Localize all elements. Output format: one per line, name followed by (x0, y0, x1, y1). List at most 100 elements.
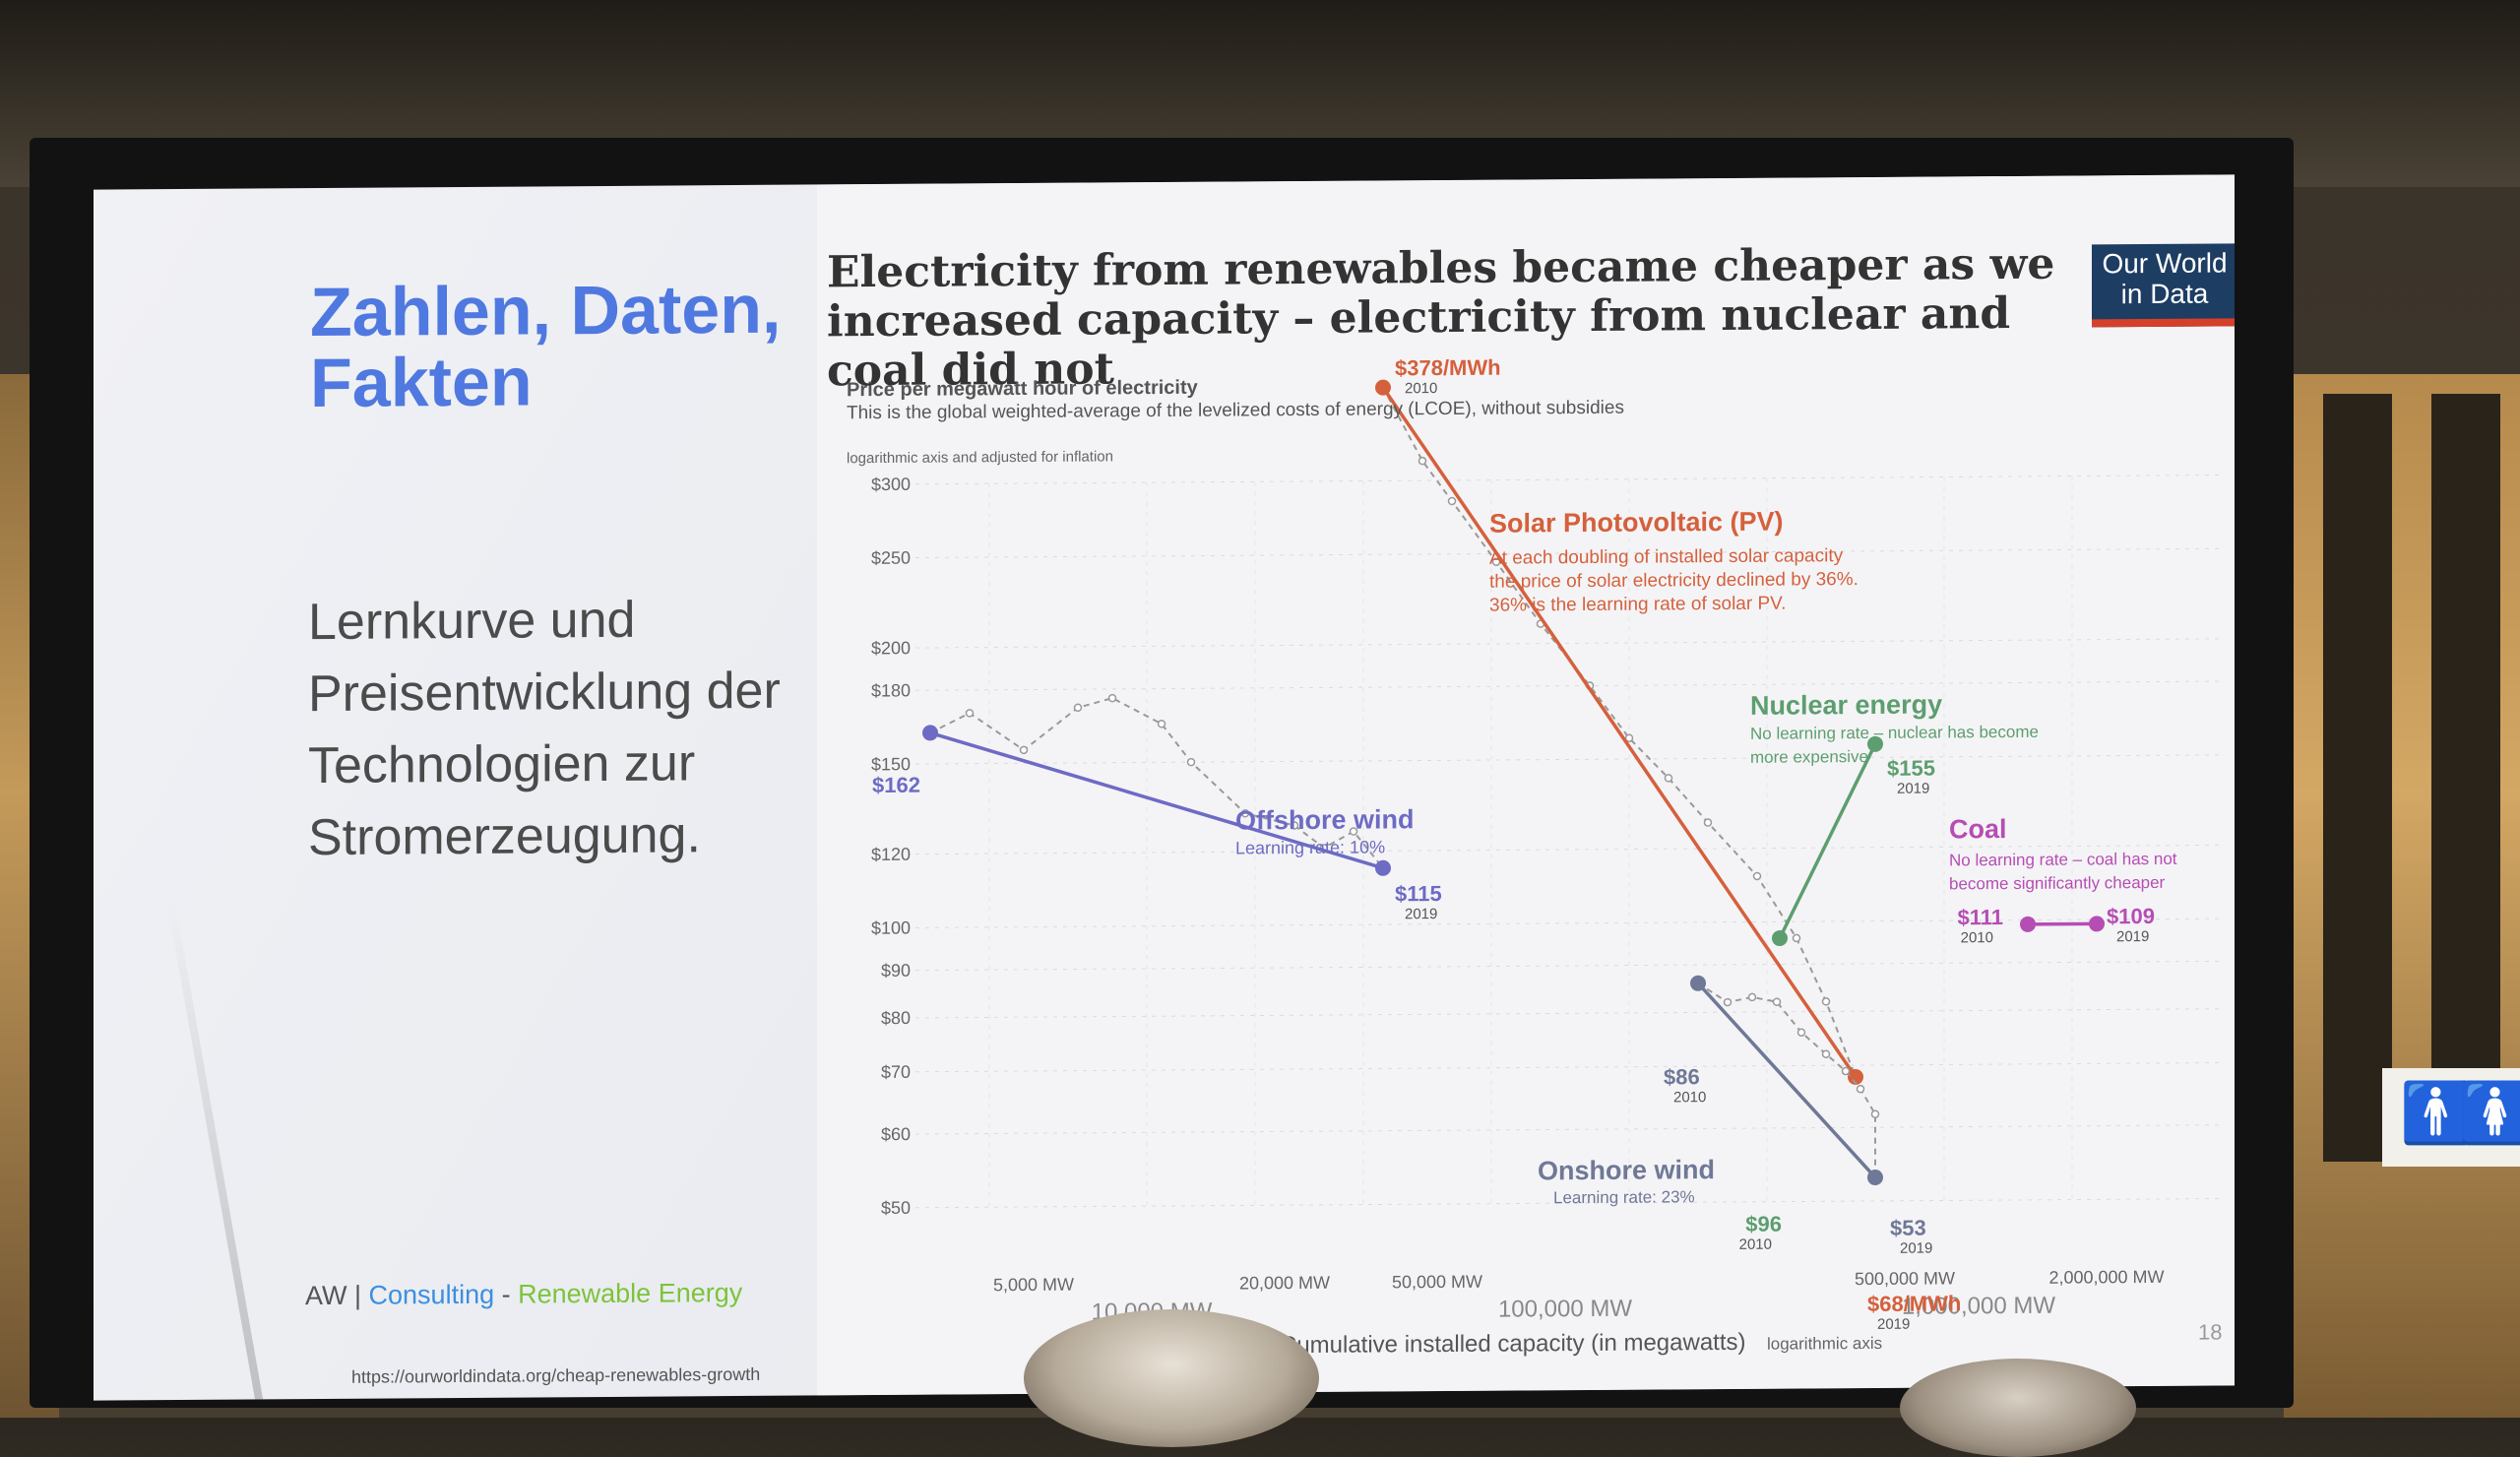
series-end-point (2089, 916, 2105, 931)
series-name: Solar Photovoltaic (PV) (1489, 507, 1784, 538)
series-data-point (1075, 704, 1082, 711)
series-end-label: $115 (1395, 881, 1442, 906)
series-start-point (1690, 976, 1706, 991)
series-data-point (1666, 775, 1672, 782)
series-data-point (1021, 746, 1028, 753)
series-data-point (1188, 759, 1195, 766)
y-tick-label: $250 (871, 548, 911, 568)
series-data-point (1754, 872, 1761, 879)
y-gridline (915, 1009, 2225, 1018)
audience-head (1024, 1309, 1319, 1447)
chart-svg: $300 $250 $200 $180 $150 $120 $100 $90 $80 $70 $60… (94, 174, 2235, 1400)
series-name: Nuclear energy (1750, 689, 1942, 720)
x-tick-label: 50,000 MW (1392, 1272, 1482, 1293)
series-start-label: $111 (1957, 905, 2003, 929)
series-data-point (1749, 993, 1756, 1000)
series-end-label: $68/MWh (1867, 1291, 1961, 1316)
x-tick-label: 2,000,000 MW (2048, 1267, 2164, 1288)
series-data-point (1705, 819, 1712, 826)
y-tick-label: $200 (871, 638, 911, 658)
series-data-point (1798, 1029, 1805, 1036)
series-data-point (1843, 1068, 1850, 1075)
series-name: Onshore wind (1538, 1155, 1715, 1185)
series-data-point (1823, 998, 1830, 1005)
series-start-point (1772, 930, 1788, 946)
series-data-point (967, 710, 974, 717)
y-tick-label: $100 (871, 918, 911, 937)
x-tick-label: 20,000 MW (1239, 1273, 1330, 1294)
y-axis-note: This is the global weighted-average of t… (847, 398, 1624, 424)
series-data-point (1419, 458, 1426, 465)
series-end-point (1375, 860, 1391, 876)
series-note: Learning rate: 10% (1235, 837, 1385, 857)
series-end-year: 2019 (1900, 1240, 1932, 1257)
y-gridline (915, 755, 2225, 764)
series-end-label: $109 (2107, 904, 2155, 928)
series-start-point (922, 725, 938, 740)
x-tick-label: 500,000 MW (1855, 1268, 1955, 1289)
y-gridline (915, 1125, 2225, 1134)
series-trend-line (1780, 744, 1875, 938)
series-data-point (1872, 1110, 1879, 1117)
y-axis-note-2: logarithmic axis and adjusted for inflat… (847, 448, 1113, 467)
y-gridline (915, 681, 2225, 690)
series-note: more expensive (1750, 747, 1868, 767)
series-end-year: 2019 (1877, 1316, 1910, 1333)
y-tick-label: $300 (871, 475, 911, 494)
series-note: the price of solar electricity declined … (1489, 569, 1858, 593)
y-tick-label: $180 (871, 680, 911, 700)
series-start-label: $162 (872, 773, 920, 797)
series-note: Learning rate: 23% (1553, 1187, 1695, 1207)
x-axis-note: logarithmic axis (1767, 1334, 1882, 1354)
series-end-year: 2019 (1897, 781, 1929, 797)
y-gridline (915, 1062, 2225, 1071)
series-end-label: $53 (1890, 1216, 1926, 1240)
y-axis-title: Price per megawatt hour of electricity (847, 377, 1199, 401)
x-tick-label: 5,000 MW (993, 1275, 1074, 1296)
audience-head (1900, 1359, 2136, 1457)
series-start-label: $378/MWh (1395, 355, 1501, 381)
series-end-year: 2019 (2116, 928, 2149, 945)
series-start-label: $86 (1664, 1064, 1700, 1089)
series-start-year: 2010 (1961, 929, 1993, 946)
y-tick-label: $90 (881, 961, 911, 981)
window-pane (2431, 394, 2500, 1162)
series-start-year: 2010 (1405, 380, 1437, 397)
y-gridline (915, 475, 2225, 483)
series-end-label: $155 (1887, 756, 1935, 781)
y-tick-label: $60 (881, 1124, 911, 1144)
y-tick-label: $80 (881, 1008, 911, 1028)
series-end-year: 2019 (1405, 906, 1437, 922)
series-data-point (1109, 695, 1116, 702)
series-data-point (1794, 934, 1800, 941)
series-start-point (2020, 917, 2036, 932)
series-data-point (1449, 497, 1456, 504)
series-name: Coal (1949, 814, 2007, 844)
series-start-point (1375, 380, 1391, 396)
series-note: No learning rate – coal has not (1949, 850, 2177, 870)
series-data-point (1725, 999, 1732, 1006)
series-note: 36% is the learning rate of solar PV. (1489, 594, 1786, 616)
restroom-female-icon: 🚺 (2459, 1078, 2520, 1148)
y-tick-label: $50 (881, 1198, 911, 1218)
series-note: No learning rate – nuclear has become (1750, 723, 2039, 743)
series-start-year: 2010 (1739, 1236, 1772, 1253)
series-data-point (1159, 721, 1166, 728)
x-tick-label-major: 100,000 MW (1498, 1296, 1632, 1323)
y-tick-label: $120 (871, 845, 911, 864)
series-start-year: 2010 (1673, 1089, 1706, 1106)
series-name: Offshore wind (1235, 804, 1414, 835)
presentation-slide: Zahlen, Daten, Fakten Lernkurve und Prei… (94, 174, 2235, 1400)
x-axis-title: Cumulative installed capacity (in megawa… (1280, 1329, 1746, 1359)
series-note: become significantly cheaper (1949, 873, 2166, 894)
chart-marks: $300 $250 $200 $180 $150 $120 $100 $90 $80 $70 $60… (871, 350, 2177, 1340)
y-gridline (915, 639, 2225, 648)
series-data-point (1858, 1086, 1864, 1093)
series-start-label: $96 (1745, 1212, 1782, 1236)
series-data-point (1774, 998, 1781, 1005)
y-gridline (915, 961, 2225, 970)
y-tick-label: $70 (881, 1062, 911, 1082)
restroom-sign: 🚹 🚺 (2382, 1068, 2520, 1167)
window-pane (2323, 394, 2392, 1162)
y-tick-label: $150 (871, 754, 911, 774)
